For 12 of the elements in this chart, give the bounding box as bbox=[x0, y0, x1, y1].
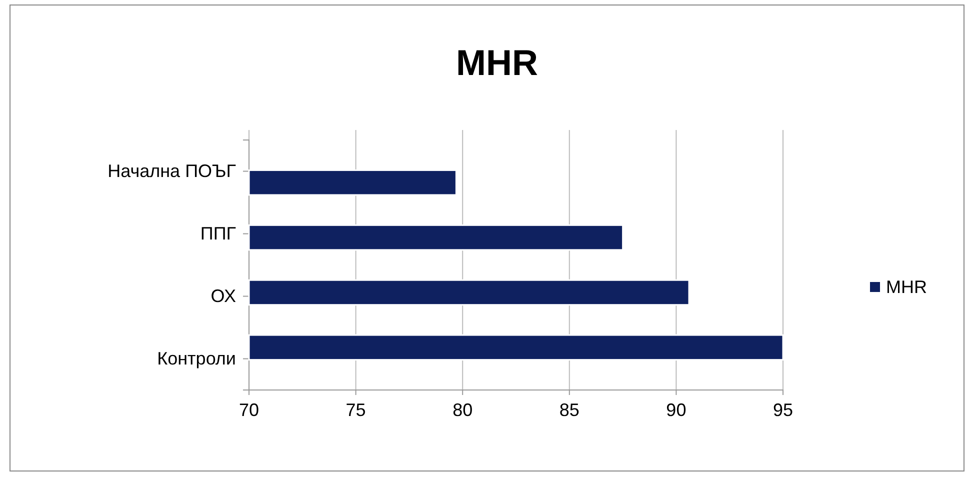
y-tick-label: Начална ПОЪГ bbox=[108, 161, 236, 182]
x-tick-label: 80 bbox=[452, 400, 473, 420]
legend-label: MHR bbox=[886, 277, 927, 297]
x-tick-label: 95 bbox=[772, 400, 794, 420]
chart-title: MHR bbox=[456, 42, 538, 83]
y-tick-label: Контроли bbox=[157, 348, 236, 369]
x-tick-label: 90 bbox=[666, 400, 686, 420]
x-tick-label: 85 bbox=[559, 400, 580, 420]
x-tick-label: 70 bbox=[238, 400, 260, 420]
y-tick-label: ППГ bbox=[200, 224, 236, 244]
y-tick-label: ОХ bbox=[210, 286, 236, 306]
x-tick-label: 75 bbox=[346, 400, 366, 420]
